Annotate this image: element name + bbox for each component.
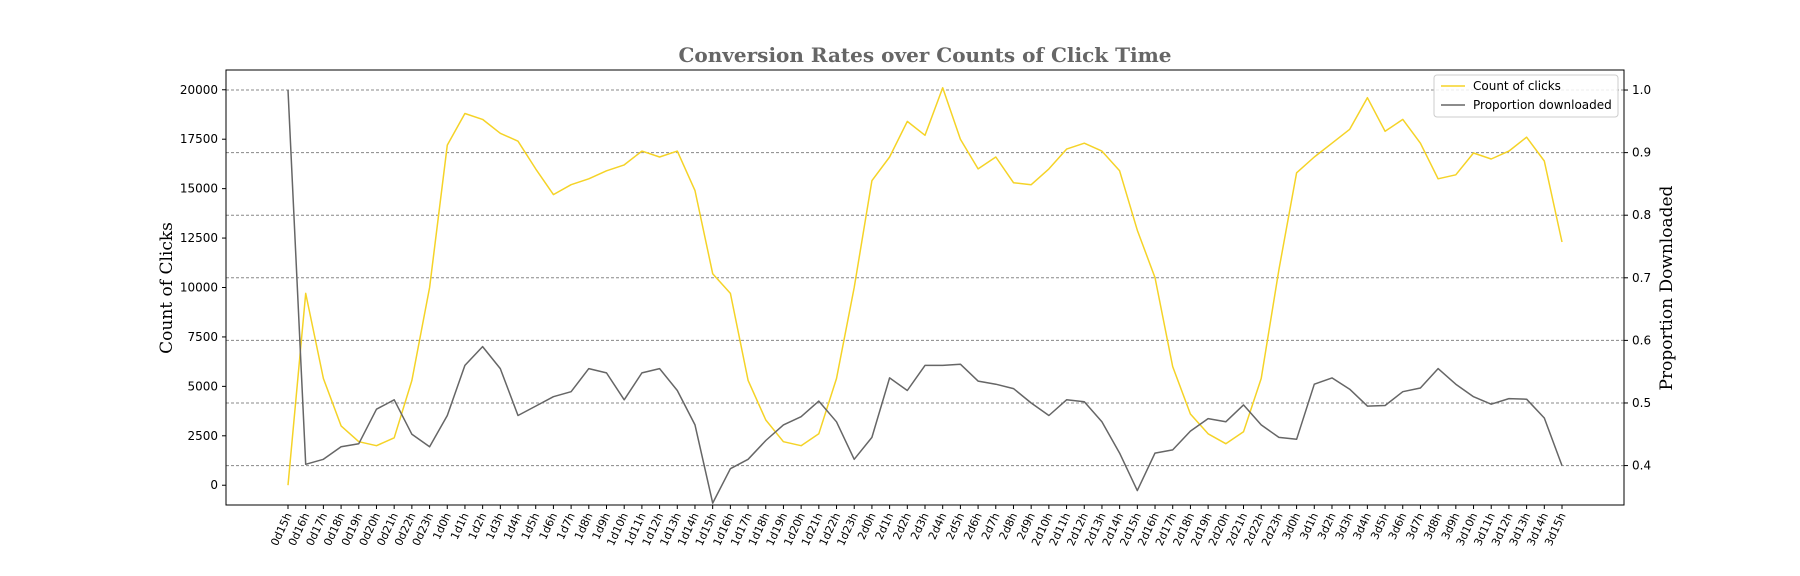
chart-title: Conversion Rates over Counts of Click Ti… [679,43,1172,67]
right-tick-label: 0.6 [1632,333,1651,347]
left-tick-label: 15000 [180,182,218,196]
right-axis: 0.4 0.5 0.6 0.7 0.8 0.9 1.0 [1624,83,1651,473]
left-tick-label: 0 [210,478,218,492]
x-axis: 0d15h0d16h0d17h0d18h0d19h0d20h0d21h0d22h… [268,505,1569,548]
right-tick-label: 1.0 [1632,83,1651,97]
legend-label-proportion: Proportion downloaded [1473,98,1612,112]
left-tick-label: 7500 [187,330,218,344]
series-line-proportion [287,89,1563,504]
left-axis: 0 2500 5000 7500 10000 12500 15000 17500 20000 [180,83,226,492]
grid-lines [226,89,1624,467]
legend: Count of clicks Proportion downloaded [1433,74,1619,118]
series-line-clicks [287,87,1563,486]
left-axis-label: Count of Clicks [157,222,177,354]
left-tick-label: 12500 [180,231,218,245]
right-axis-label: Proportion Downloaded [1657,185,1677,390]
left-tick-label: 2500 [187,429,218,443]
right-tick-label: 0.9 [1632,146,1651,160]
left-tick-label: 10000 [180,281,218,295]
right-tick-label: 0.7 [1632,271,1651,285]
right-tick-label: 0.8 [1632,208,1651,222]
right-tick-label: 0.4 [1632,459,1651,473]
legend-label-clicks: Count of clicks [1473,79,1561,93]
left-tick-label: 5000 [187,379,218,393]
left-tick-label: 20000 [180,83,218,97]
right-tick-label: 0.5 [1632,396,1651,410]
legend-box [1433,74,1619,118]
series-lines [287,87,1563,504]
left-tick-label: 17500 [180,132,218,146]
